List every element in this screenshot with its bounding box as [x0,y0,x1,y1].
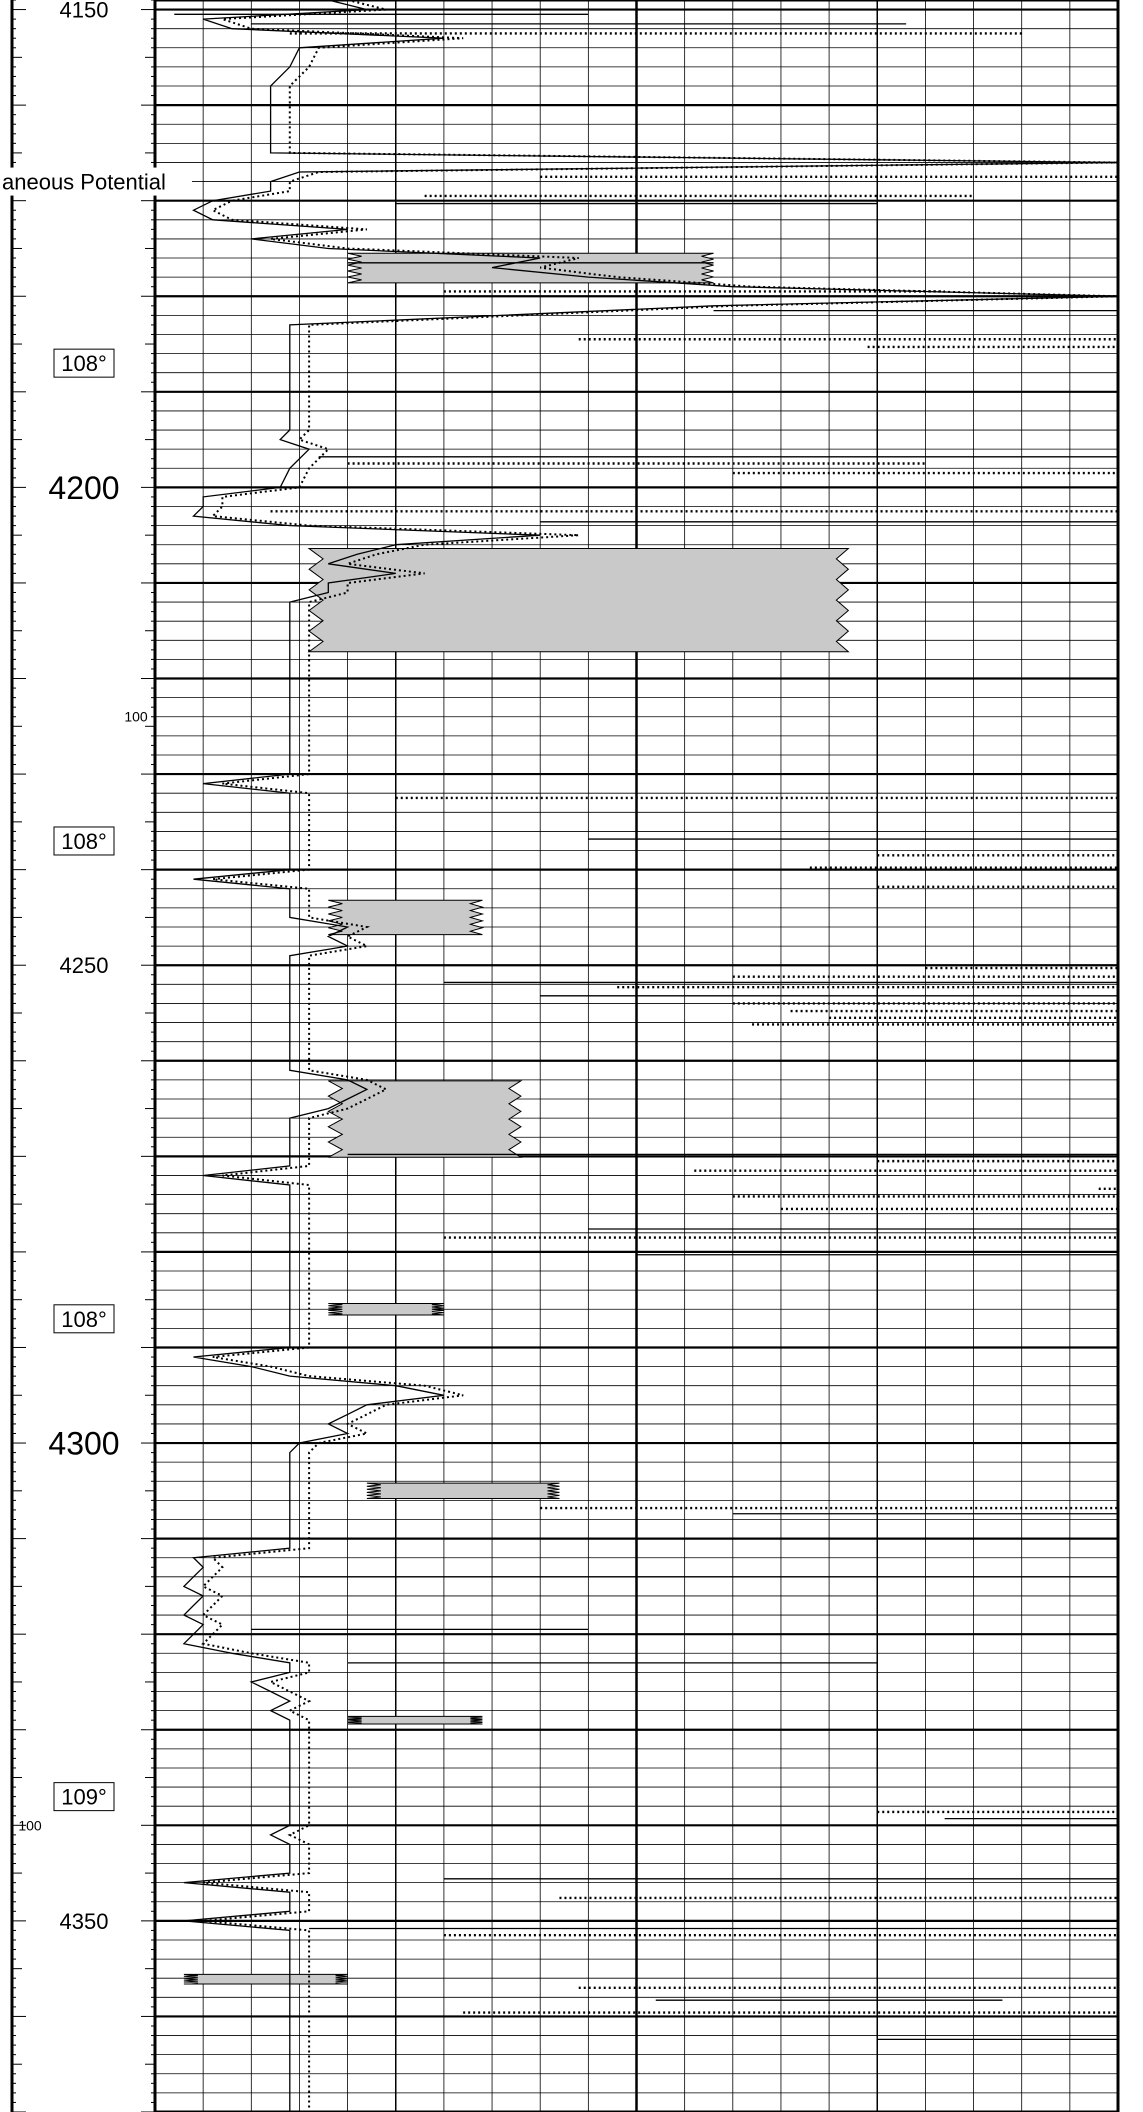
track-border [153,0,1120,2112]
depth-label-bg [44,469,124,506]
temperature-label: 108° [61,351,107,376]
depth-label-bg [55,952,113,979]
depth-label-bg [44,1425,124,1462]
log-curves [174,0,1119,2112]
depth-track [10,0,155,2112]
dotted-curve [201,0,1119,2112]
shaded-zone [328,899,485,936]
solid-curve [182,0,1119,2112]
depth-label: 4350 [60,1909,109,1934]
shaded-zone [327,1080,523,1158]
temperature-box [53,1782,115,1812]
shaded-zones [183,252,850,1985]
shaded-zone [347,1715,483,1725]
scale-label: 100 [124,709,148,725]
temperature-label: 109° [61,1785,107,1810]
temperature-box [53,826,115,856]
depth-label: 4250 [60,953,109,978]
log-labels: 4150 4200 4250 4300 4350 108° 108° 108° 109° 100 1… [0,0,192,1934]
depth-label: 4200 [48,470,119,506]
temperature-label: 108° [61,829,107,854]
shaded-zone [328,1303,444,1316]
shaded-zone [347,252,714,284]
temperature-box [53,348,115,378]
log-grid [153,0,1120,2112]
shaded-zone [307,548,850,653]
shaded-zone [366,1482,560,1499]
depth-label-bg [55,1907,113,1934]
curve-label-bg [0,167,192,196]
depth-label: 4150 [60,0,109,22]
depth-label-bg [55,0,113,23]
curve-name-label: aneous Potential [2,170,166,195]
temperature-box [53,1304,115,1334]
depth-label: 4300 [48,1426,119,1462]
scale-label: 100 [18,1817,42,1833]
shaded-zone [183,1973,348,1985]
temperature-label: 108° [61,1307,107,1332]
